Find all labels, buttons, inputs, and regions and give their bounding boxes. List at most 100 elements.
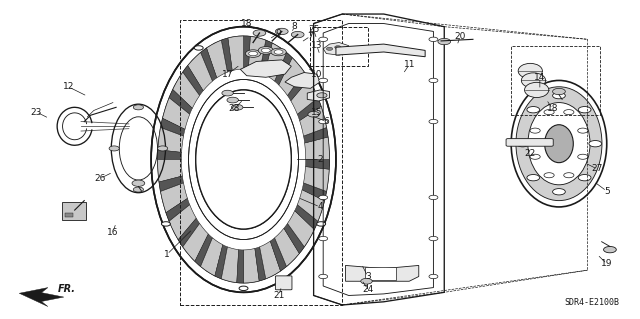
Circle shape (578, 128, 588, 133)
Polygon shape (285, 72, 320, 88)
Polygon shape (305, 137, 330, 160)
Polygon shape (346, 265, 419, 281)
Circle shape (261, 48, 270, 53)
Ellipse shape (518, 63, 542, 78)
Polygon shape (287, 72, 309, 101)
Circle shape (429, 78, 438, 83)
Circle shape (317, 222, 326, 226)
Circle shape (564, 110, 574, 115)
Circle shape (589, 141, 602, 147)
Bar (65, 213, 73, 217)
Circle shape (552, 93, 565, 99)
Circle shape (530, 154, 540, 159)
Circle shape (429, 195, 438, 200)
Polygon shape (173, 72, 200, 108)
Circle shape (516, 141, 529, 147)
Polygon shape (207, 40, 227, 78)
FancyBboxPatch shape (506, 139, 553, 146)
Circle shape (527, 107, 540, 113)
Circle shape (530, 128, 540, 133)
Ellipse shape (528, 103, 590, 185)
Ellipse shape (522, 73, 545, 88)
Polygon shape (323, 42, 349, 55)
Polygon shape (270, 238, 287, 271)
Text: 8: 8 (292, 22, 298, 31)
Circle shape (552, 189, 565, 195)
Circle shape (274, 50, 283, 54)
Circle shape (133, 105, 143, 110)
Circle shape (579, 107, 591, 113)
Polygon shape (275, 228, 300, 266)
Circle shape (253, 30, 266, 36)
Polygon shape (157, 160, 182, 182)
Text: 21: 21 (273, 291, 284, 300)
Text: 27: 27 (591, 165, 603, 174)
Circle shape (239, 286, 248, 291)
Circle shape (157, 146, 168, 151)
Text: 14: 14 (534, 73, 545, 82)
Circle shape (604, 247, 616, 253)
Circle shape (248, 51, 257, 56)
Text: 6: 6 (323, 117, 329, 126)
Circle shape (326, 47, 333, 50)
Circle shape (308, 111, 319, 117)
Polygon shape (298, 98, 321, 121)
Polygon shape (159, 176, 184, 191)
Polygon shape (221, 247, 239, 283)
Text: 1: 1 (164, 250, 170, 259)
Polygon shape (183, 66, 203, 96)
Text: 28: 28 (228, 104, 239, 113)
Polygon shape (183, 223, 209, 261)
Circle shape (232, 105, 243, 110)
Text: 16: 16 (107, 228, 118, 237)
Circle shape (133, 187, 143, 192)
Circle shape (579, 174, 591, 181)
Polygon shape (302, 183, 326, 201)
Text: 22: 22 (525, 149, 536, 158)
Text: 10: 10 (311, 70, 323, 78)
Polygon shape (228, 36, 244, 70)
Text: FR.: FR. (58, 284, 76, 294)
Polygon shape (157, 150, 182, 160)
Text: 3: 3 (365, 272, 371, 281)
Polygon shape (169, 90, 193, 114)
Circle shape (429, 37, 438, 41)
Polygon shape (161, 183, 188, 213)
Circle shape (161, 222, 170, 226)
Polygon shape (303, 167, 329, 191)
Polygon shape (200, 238, 223, 276)
Circle shape (342, 47, 349, 50)
Circle shape (227, 97, 239, 103)
Text: 4: 4 (317, 203, 323, 211)
Polygon shape (215, 245, 227, 279)
Circle shape (317, 93, 326, 97)
Ellipse shape (525, 82, 548, 98)
Circle shape (222, 90, 234, 96)
Circle shape (319, 37, 328, 41)
Text: 11: 11 (403, 60, 415, 69)
Ellipse shape (196, 90, 291, 229)
Text: 26: 26 (95, 174, 106, 183)
Text: 23: 23 (31, 108, 42, 116)
Polygon shape (161, 118, 185, 136)
Text: SDR4-E2100B: SDR4-E2100B (564, 298, 620, 307)
Circle shape (271, 48, 286, 56)
Polygon shape (163, 98, 189, 129)
Polygon shape (260, 40, 272, 74)
Ellipse shape (545, 125, 573, 163)
Text: 5: 5 (604, 187, 610, 196)
Polygon shape (241, 60, 291, 77)
Polygon shape (188, 53, 212, 91)
Polygon shape (291, 79, 318, 114)
Text: 2: 2 (317, 155, 323, 164)
Polygon shape (244, 249, 259, 283)
Circle shape (246, 50, 260, 57)
Polygon shape (307, 90, 330, 101)
Circle shape (429, 119, 438, 124)
Circle shape (319, 195, 328, 200)
Polygon shape (166, 198, 189, 221)
Polygon shape (300, 106, 326, 136)
Circle shape (109, 146, 119, 151)
Circle shape (317, 93, 327, 98)
Circle shape (319, 119, 328, 124)
